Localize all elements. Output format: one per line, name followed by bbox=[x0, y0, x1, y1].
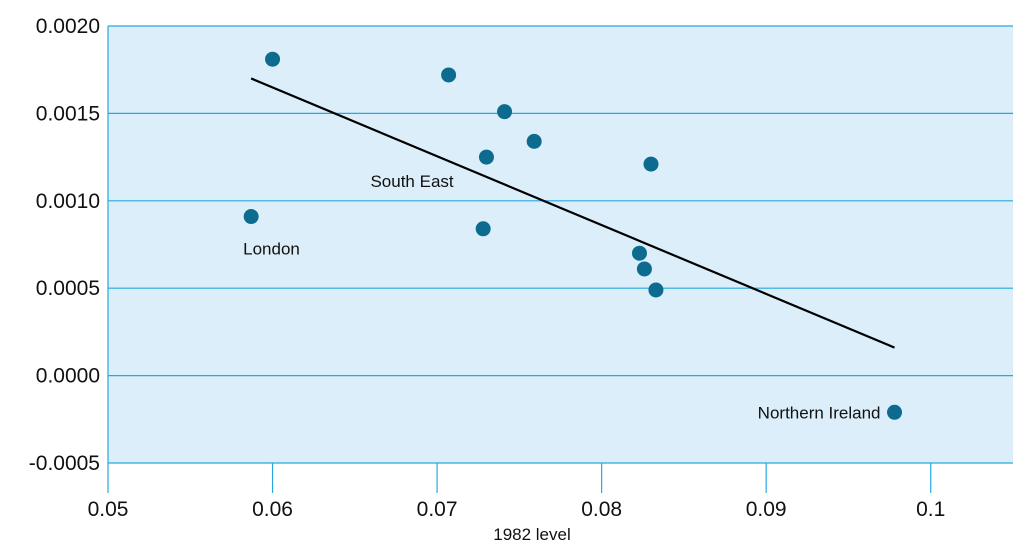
data-point bbox=[643, 156, 659, 172]
y-tick-label: 0.0000 bbox=[36, 365, 100, 388]
data-point bbox=[265, 51, 281, 67]
y-tick-label: 0.0020 bbox=[36, 15, 100, 38]
x-tick-label: 0.09 bbox=[746, 498, 787, 521]
x-tick-label: 0.06 bbox=[252, 498, 293, 521]
trend-line bbox=[250, 77, 895, 349]
point-label: South East bbox=[370, 172, 453, 191]
x-tick-label: 0.05 bbox=[88, 498, 129, 521]
y-tick-label: 0.0015 bbox=[36, 102, 100, 125]
x-axis-label: 1982 level bbox=[493, 525, 571, 544]
data-point bbox=[887, 404, 903, 420]
x-tick-label: 0.1 bbox=[916, 498, 945, 521]
data-point bbox=[497, 104, 513, 120]
data-point bbox=[648, 282, 664, 298]
data-point bbox=[441, 67, 457, 83]
x-tick-label: 0.07 bbox=[417, 498, 458, 521]
point-label: London bbox=[243, 240, 300, 259]
x-tick-labels: 0.05 0.06 0.07 0.08 0.09 0.1 bbox=[88, 498, 946, 521]
data-point bbox=[631, 245, 647, 261]
axes bbox=[107, 26, 932, 493]
data-point bbox=[478, 149, 494, 165]
point-label: Northern Ireland bbox=[758, 403, 881, 422]
gridlines bbox=[108, 25, 1013, 464]
y-tick-label: -0.0005 bbox=[29, 452, 100, 475]
y-tick-label: 0.0010 bbox=[36, 190, 100, 213]
data-point bbox=[526, 133, 542, 149]
y-tick-label: 0.0005 bbox=[36, 277, 100, 300]
x-tick-label: 0.08 bbox=[581, 498, 622, 521]
point-labels: London South East Northern Ireland bbox=[243, 172, 880, 422]
data-point bbox=[243, 209, 259, 225]
data-point bbox=[636, 261, 652, 277]
data-points bbox=[243, 51, 903, 420]
y-tick-labels: 0.0020 0.0015 0.0010 0.0005 0.0000 -0.0005 bbox=[29, 15, 100, 475]
plot-area bbox=[108, 26, 1013, 463]
data-point bbox=[475, 221, 491, 237]
trend-line-group bbox=[250, 77, 895, 349]
